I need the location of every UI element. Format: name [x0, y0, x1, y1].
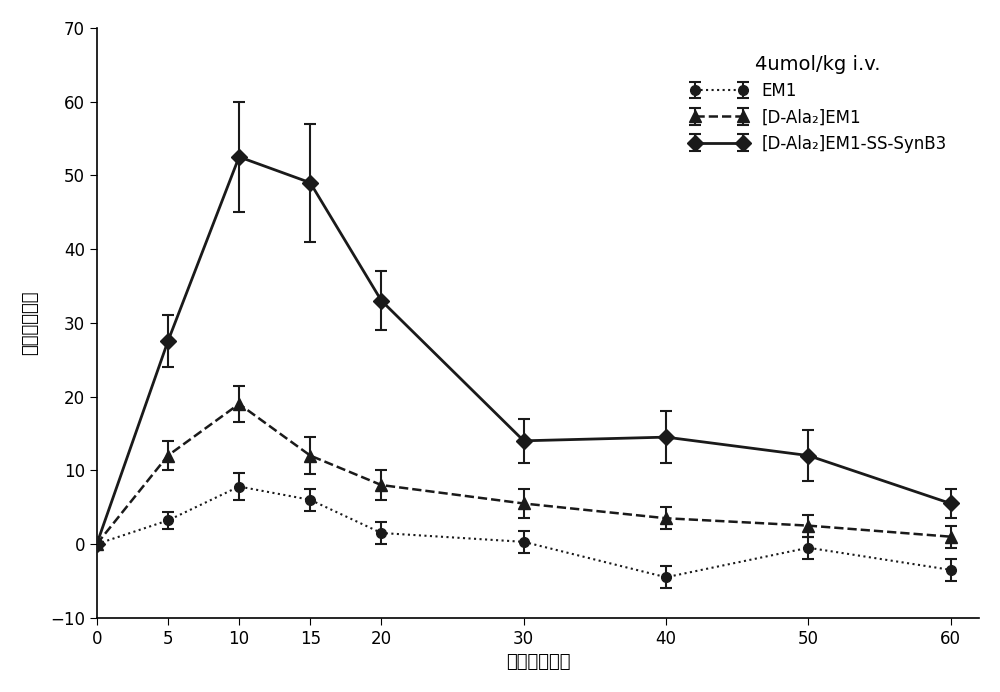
Legend: EM1, [D-Ala₂]EM1, [D-Ala₂]EM1-SS-SynB3: EM1, [D-Ala₂]EM1, [D-Ala₂]EM1-SS-SynB3	[683, 48, 953, 159]
Y-axis label: 最大镇痛效应: 最大镇痛效应	[21, 291, 39, 355]
X-axis label: 时间（分钟）: 时间（分钟）	[506, 653, 570, 671]
